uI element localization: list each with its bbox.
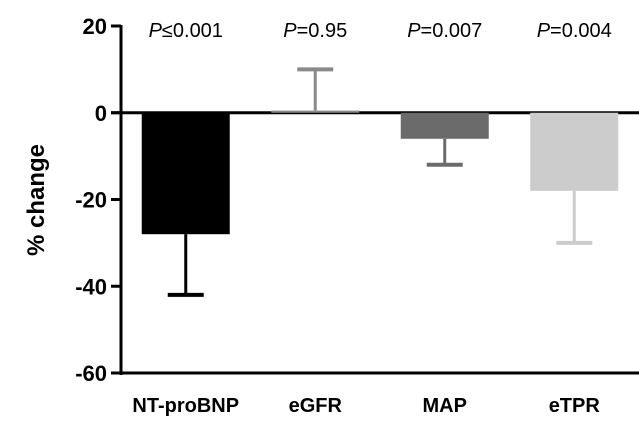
category-label: eGFR	[289, 395, 343, 417]
category-label: MAP	[423, 395, 467, 417]
bar	[400, 112, 489, 139]
y-tick-label: 20	[83, 14, 107, 39]
bar	[530, 112, 619, 191]
bar	[141, 112, 230, 235]
p-value-label: P=0.004	[537, 20, 612, 42]
category-label: NT-proBNP	[132, 395, 239, 417]
y-tick-label: -60	[75, 361, 107, 386]
bars	[141, 110, 619, 235]
y-tick-label: 0	[95, 101, 107, 126]
p-value-label: P≤0.001	[149, 20, 223, 42]
p-value-label: P=0.95	[283, 20, 347, 42]
bar	[271, 110, 360, 113]
y-tick-label: -20	[75, 188, 107, 213]
error-bars	[167, 67, 593, 297]
category-label: eTPR	[549, 395, 601, 417]
y-tick-label: -40	[75, 274, 107, 299]
y-axis-label: % change	[23, 144, 50, 256]
labels: NT-proBNP P≤0.001 eGFR P=0.95 MAP P=0.007 eTPR…	[132, 20, 611, 417]
p-value-label: P=0.007	[407, 20, 482, 42]
